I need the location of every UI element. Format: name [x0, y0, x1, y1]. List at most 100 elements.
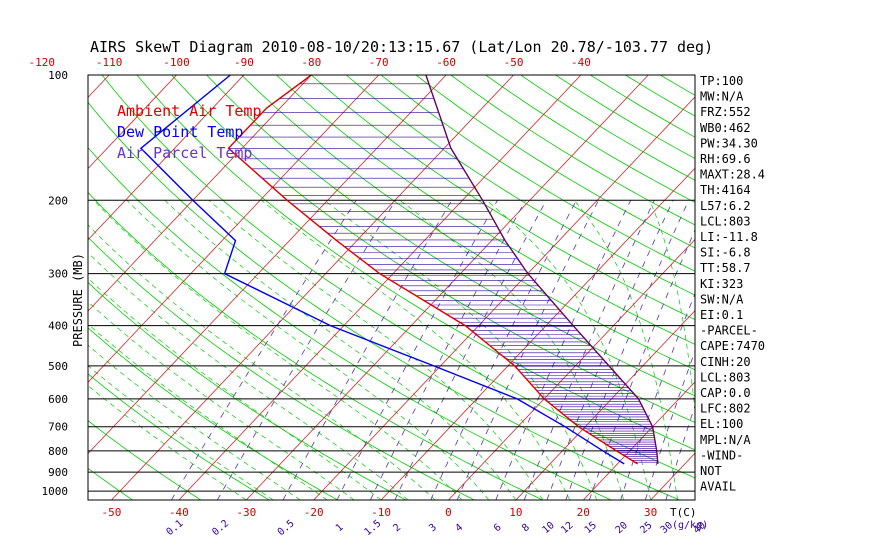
mixing-ratio-line — [456, 200, 599, 500]
dry-adiabat-line — [88, 191, 543, 500]
mixing-ratio-tick-label: 20 — [614, 520, 630, 536]
cape-hatching — [228, 83, 658, 463]
moist-adiabat-line — [208, 200, 544, 500]
pressure-tick-label: 100 — [48, 69, 68, 82]
pressure-tick-label: 900 — [48, 466, 68, 479]
moist-adiabat-line — [93, 200, 463, 500]
index-label: LI:-11.8 — [700, 230, 758, 244]
isotherm-line — [88, 75, 245, 241]
mixing-ratio-tick-label: 0.2 — [210, 518, 231, 538]
moist-adiabat-line — [88, 301, 355, 500]
isotherm-line — [88, 75, 380, 383]
dry-adiabat-line — [88, 373, 270, 500]
mixing-ratio-unit-label: (g/kg) — [672, 520, 708, 531]
moist-adiabat-line — [399, 200, 625, 500]
index-label: CINH:20 — [700, 355, 751, 369]
isotherm-line — [380, 167, 695, 500]
isotherm-line — [245, 75, 649, 500]
dewpoint-line — [139, 75, 625, 465]
isotherm-line — [88, 75, 447, 455]
index-label: WB0:462 — [700, 121, 751, 135]
mixing-ratio-line — [523, 200, 655, 500]
dry-adiabat-line — [136, 75, 695, 451]
mixing-ratio-line — [282, 200, 453, 500]
pressure-tick-label: 1000 — [42, 485, 69, 498]
index-label: CAPE:7470 — [700, 339, 765, 353]
parcel-temp-line — [425, 75, 659, 464]
mixing-ratio-line — [394, 200, 547, 500]
dry-adiabat-line — [0, 75, 64, 500]
mixing-ratio-tick-label: 3 — [427, 522, 439, 534]
index-label: LCL:803 — [700, 370, 751, 384]
bottom-temp-tick-label: -10 — [371, 506, 391, 519]
bottom-temp-tick-label: 30 — [644, 506, 657, 519]
isotherm-line — [582, 381, 695, 500]
pressure-tick-label: 600 — [48, 393, 68, 406]
dry-adiabat-line — [659, 75, 695, 96]
mixing-ratio-tick-label: 15 — [583, 520, 599, 536]
pressure-tick-label: 700 — [48, 421, 68, 434]
moist-adiabat-line — [573, 200, 678, 500]
pressure-tick-label: 200 — [48, 194, 68, 207]
top-temp-tick-label: -120 — [28, 56, 55, 69]
mixing-ratio-line — [369, 200, 526, 500]
index-label: EL:100 — [700, 417, 743, 431]
bottom-temp-tick-label: -20 — [304, 506, 324, 519]
moist-adiabat-line — [486, 200, 652, 500]
mixing-ratio-tick-label: 4 — [454, 522, 466, 534]
chart-title: AIRS SkewT Diagram 2010-08-10/20:13:15.6… — [90, 38, 713, 56]
pressure-tick-label: 800 — [48, 445, 68, 458]
index-label: L57:6.2 — [700, 199, 751, 213]
dry-adiabat-line — [345, 75, 695, 296]
mixing-ratio-tick-label: 12 — [559, 520, 575, 536]
dry-adiabat-line — [380, 75, 695, 272]
bottom-temp-tick-label: -40 — [169, 506, 189, 519]
dry-adiabat-line — [88, 146, 612, 500]
dry-adiabat-line — [415, 75, 695, 249]
legend-entry: Air Parcel Temp — [117, 144, 252, 162]
index-label: AVAIL — [700, 480, 736, 494]
mixing-ratio-tick-label: 25 — [638, 520, 654, 536]
isotherm-line — [111, 75, 514, 500]
index-label: TP:100 — [700, 74, 743, 88]
isotherm-line — [313, 96, 695, 500]
pressure-tick-label: 300 — [48, 268, 68, 281]
mixing-ratio-tick-label: 0.5 — [276, 518, 297, 538]
mixing-ratio-line — [495, 200, 632, 500]
mixing-ratio-tick-label: 8 — [520, 522, 532, 534]
index-label: KI:323 — [700, 277, 743, 291]
top-temp-tick-label: -70 — [369, 56, 389, 69]
moist-adiabat-line — [88, 385, 247, 500]
moist-adiabat-line — [88, 344, 301, 500]
moist-adiabat-line — [324, 200, 598, 500]
mixing-ratio-line — [336, 200, 498, 500]
index-label: MPL:N/A — [700, 433, 751, 447]
isotherm-line — [785, 75, 870, 500]
index-label: -PARCEL- — [700, 324, 758, 338]
dry-adiabat-line — [835, 75, 870, 500]
mixing-ratio-line — [589, 229, 695, 500]
top-temp-tick-label: -50 — [504, 56, 524, 69]
y-axis-label: PRESSURE (MB) — [71, 253, 85, 347]
dry-adiabat-line — [88, 467, 133, 500]
isotherm-line — [88, 75, 110, 98]
index-label: MW:N/A — [700, 90, 744, 104]
index-label: MAXT:28.4 — [700, 168, 765, 182]
moist-adiabat-line — [88, 323, 328, 500]
index-label: PW:34.30 — [700, 136, 758, 150]
mixing-ratio-line — [171, 200, 357, 500]
mixing-ratio-tick-label: 0.1 — [165, 518, 186, 538]
dry-adiabat-line — [88, 281, 407, 500]
ambient-temp-line — [227, 75, 638, 465]
legend: Ambient Air Temp Dew Point Temp Air Parcel… — [117, 102, 262, 162]
plot-frame — [87, 74, 696, 501]
isotherm-line — [88, 75, 177, 170]
mixing-ratio-line — [620, 292, 695, 500]
bottom-temp-tick-label: -50 — [102, 506, 122, 519]
top-temp-tick-label: -90 — [234, 56, 254, 69]
mixing-ratio-tick-label: 1 — [334, 522, 346, 534]
mixing-ratio-line — [216, 200, 397, 500]
dry-adiabat-line — [241, 75, 695, 371]
top-temp-tick-label: -110 — [96, 56, 123, 69]
